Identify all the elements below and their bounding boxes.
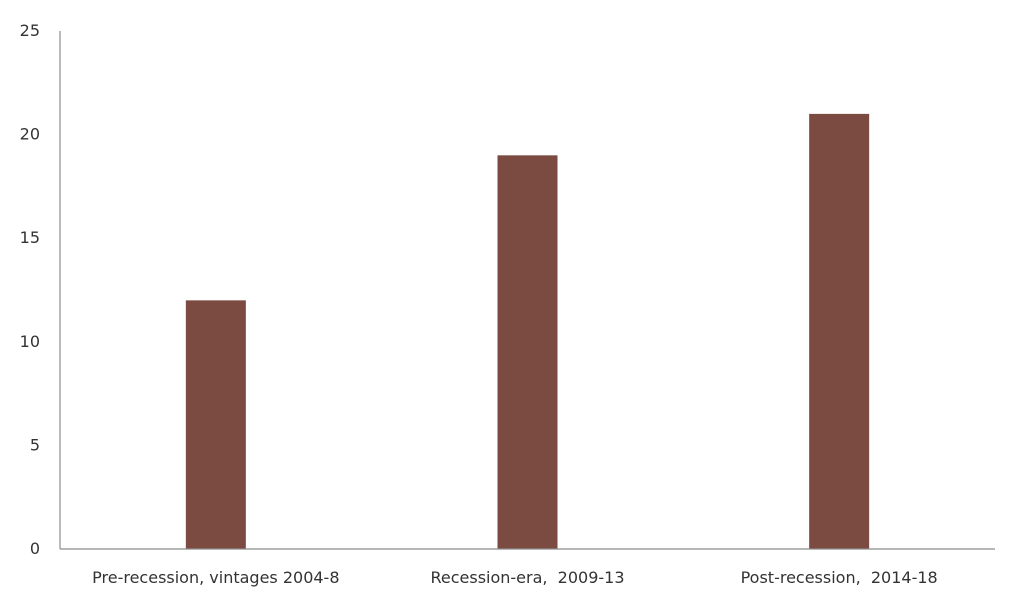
x-axis-category-labels: Pre-recession, vintages 2004-8 Recession-… [92, 568, 938, 587]
x-category-label: Post-recession, 2014-18 [741, 568, 938, 587]
bar [185, 300, 246, 549]
y-tick-label: 15 [20, 228, 40, 247]
x-category-label: Pre-recession, vintages 2004-8 [92, 568, 339, 587]
bar [497, 155, 558, 549]
y-axis-ticks: 0 5 10 15 20 25 [20, 21, 40, 558]
bar [809, 113, 870, 549]
y-tick-label: 10 [20, 332, 40, 351]
x-category-label: Recession-era, 2009-13 [430, 568, 624, 587]
y-tick-label: 20 [20, 125, 40, 144]
bars [185, 113, 870, 549]
y-tick-label: 0 [30, 539, 40, 558]
y-tick-label: 25 [20, 21, 40, 40]
y-tick-label: 5 [30, 435, 40, 454]
